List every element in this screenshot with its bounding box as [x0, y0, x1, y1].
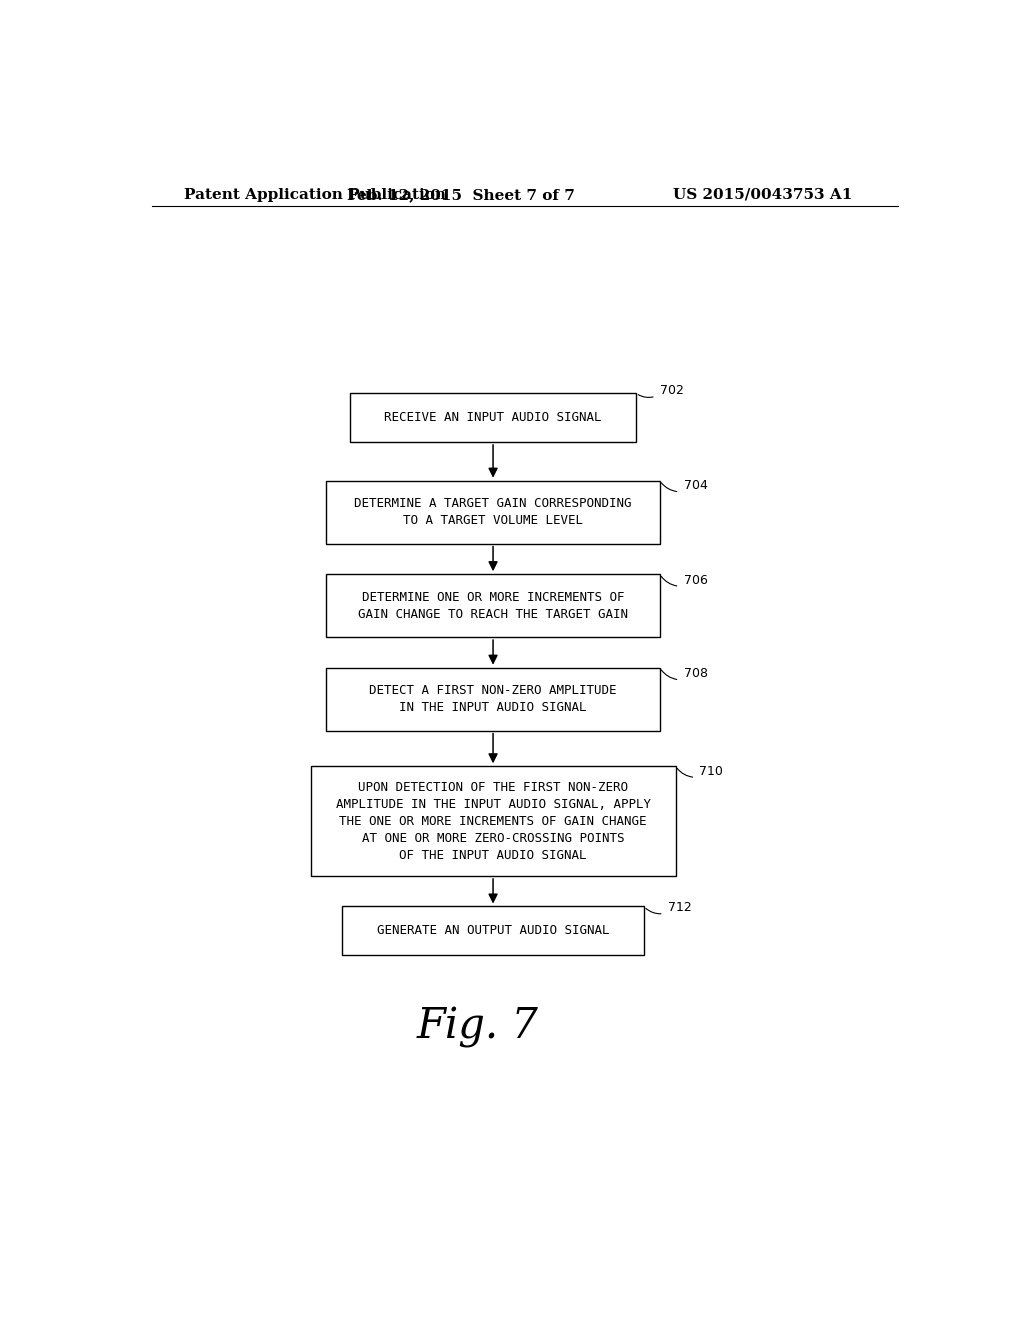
Text: 708: 708	[684, 667, 708, 680]
Text: 702: 702	[659, 384, 684, 396]
Text: Feb. 12, 2015  Sheet 7 of 7: Feb. 12, 2015 Sheet 7 of 7	[347, 187, 575, 202]
Text: GENERATE AN OUTPUT AUDIO SIGNAL: GENERATE AN OUTPUT AUDIO SIGNAL	[377, 924, 609, 937]
Text: Patent Application Publication: Patent Application Publication	[183, 187, 445, 202]
Text: UPON DETECTION OF THE FIRST NON-ZERO
AMPLITUDE IN THE INPUT AUDIO SIGNAL, APPLY
: UPON DETECTION OF THE FIRST NON-ZERO AMP…	[336, 780, 650, 862]
Text: 704: 704	[684, 479, 708, 492]
Text: DETERMINE ONE OR MORE INCREMENTS OF
GAIN CHANGE TO REACH THE TARGET GAIN: DETERMINE ONE OR MORE INCREMENTS OF GAIN…	[358, 590, 628, 620]
Text: Fig. 7: Fig. 7	[416, 1006, 539, 1048]
Text: DETERMINE A TARGET GAIN CORRESPONDING
TO A TARGET VOLUME LEVEL: DETERMINE A TARGET GAIN CORRESPONDING TO…	[354, 498, 632, 527]
Text: US 2015/0043753 A1: US 2015/0043753 A1	[673, 187, 853, 202]
FancyBboxPatch shape	[310, 766, 676, 876]
FancyBboxPatch shape	[327, 480, 659, 544]
Text: 710: 710	[699, 764, 723, 777]
FancyBboxPatch shape	[327, 574, 659, 638]
FancyBboxPatch shape	[327, 668, 659, 731]
Text: DETECT A FIRST NON-ZERO AMPLITUDE
IN THE INPUT AUDIO SIGNAL: DETECT A FIRST NON-ZERO AMPLITUDE IN THE…	[370, 684, 616, 714]
FancyBboxPatch shape	[350, 393, 636, 442]
Text: RECEIVE AN INPUT AUDIO SIGNAL: RECEIVE AN INPUT AUDIO SIGNAL	[384, 411, 602, 424]
Text: 712: 712	[668, 902, 691, 913]
FancyBboxPatch shape	[342, 907, 644, 956]
Text: 706: 706	[684, 574, 708, 586]
